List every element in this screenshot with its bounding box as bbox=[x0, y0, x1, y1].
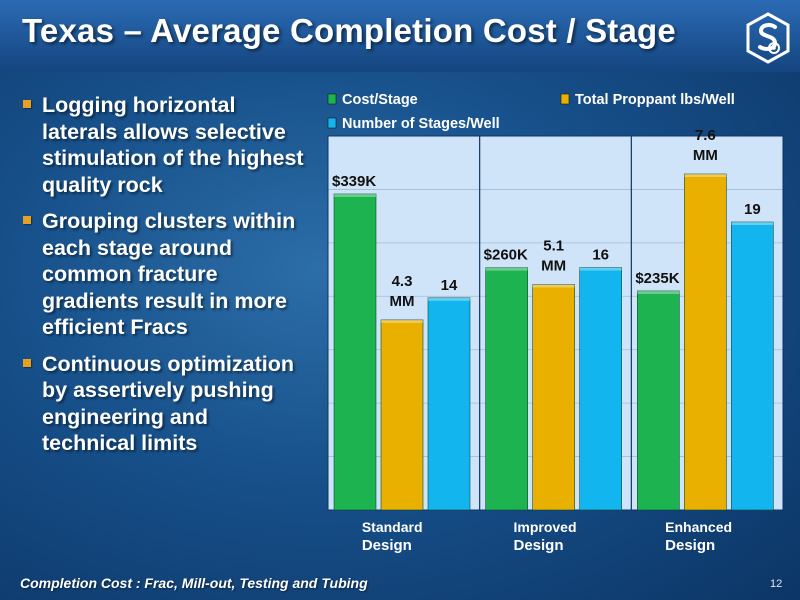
data-label: 7.6 bbox=[695, 127, 716, 144]
category-label: Design bbox=[514, 537, 564, 554]
bar-highlight bbox=[637, 290, 680, 294]
category-label: Enhanced bbox=[665, 519, 732, 535]
bar bbox=[684, 173, 727, 511]
bar bbox=[532, 284, 575, 511]
slide-title: Texas – Average Completion Cost / Stage bbox=[22, 12, 676, 49]
bullet-item: Continuous optimization by assertively p… bbox=[16, 351, 306, 457]
legend-swatch bbox=[560, 93, 570, 105]
bullet-item: Grouping clusters within each stage arou… bbox=[16, 208, 306, 341]
bullet-item: Logging horizontal laterals allows selec… bbox=[16, 92, 306, 198]
data-label: 4.3 bbox=[392, 273, 413, 290]
bar bbox=[333, 193, 377, 511]
category-label: Standard bbox=[362, 519, 423, 535]
category-label: Design bbox=[362, 537, 412, 554]
bar-highlight bbox=[731, 222, 774, 225]
title-bar: Texas – Average Completion Cost / Stage bbox=[0, 0, 800, 72]
data-label: 5.1 bbox=[543, 238, 564, 255]
bar bbox=[579, 267, 622, 511]
bar bbox=[485, 267, 528, 511]
bar-highlight bbox=[579, 267, 622, 271]
data-label: 19 bbox=[744, 201, 761, 218]
data-label: $260K bbox=[484, 247, 528, 264]
bar bbox=[731, 221, 774, 511]
footnote: Completion Cost : Frac, Mill-out, Testin… bbox=[20, 575, 368, 591]
data-label: $339K bbox=[332, 173, 376, 190]
category-label: Improved bbox=[514, 519, 577, 535]
legend-swatch bbox=[327, 117, 337, 129]
bullet-list: Logging horizontal laterals allows selec… bbox=[16, 92, 306, 467]
bar-highlight bbox=[334, 194, 376, 197]
bullet-marker-icon bbox=[23, 100, 31, 108]
bar-highlight bbox=[684, 174, 727, 177]
data-label: 14 bbox=[441, 277, 458, 294]
data-label: 16 bbox=[592, 246, 609, 263]
data-label: MM bbox=[390, 293, 415, 310]
legend-swatch bbox=[327, 93, 337, 105]
data-label: MM bbox=[693, 147, 718, 164]
bar bbox=[637, 290, 680, 511]
bullet-marker-icon bbox=[23, 358, 31, 367]
bar bbox=[380, 319, 424, 511]
page-number: 12 bbox=[770, 578, 783, 590]
legend-label: Cost/Stage bbox=[342, 92, 418, 108]
data-label: MM bbox=[541, 258, 566, 275]
bar bbox=[427, 297, 471, 511]
bar-highlight bbox=[485, 267, 528, 271]
bullet-text: Continuous optimization by assertively p… bbox=[42, 351, 294, 456]
bar-highlight bbox=[428, 297, 470, 301]
legend-label: Total Proppant lbs/Well bbox=[575, 92, 735, 108]
bar-highlight bbox=[381, 319, 423, 323]
bullet-marker-icon bbox=[23, 216, 31, 224]
bar-chart: Cost/Stage Total Proppant lbs/Well Number … bbox=[327, 92, 784, 554]
data-label: $235K bbox=[635, 270, 679, 287]
bullet-text: Grouping clusters within each stage arou… bbox=[42, 209, 296, 339]
bar-highlight bbox=[532, 284, 575, 288]
bullet-text: Logging horizontal laterals allows selec… bbox=[42, 93, 304, 197]
category-label: Design bbox=[665, 537, 715, 554]
chart-container: Cost/Stage Total Proppant lbs/Well Number … bbox=[318, 84, 788, 562]
legend-label: Number of Stages/Well bbox=[342, 116, 500, 132]
company-logo-icon bbox=[746, 12, 790, 64]
